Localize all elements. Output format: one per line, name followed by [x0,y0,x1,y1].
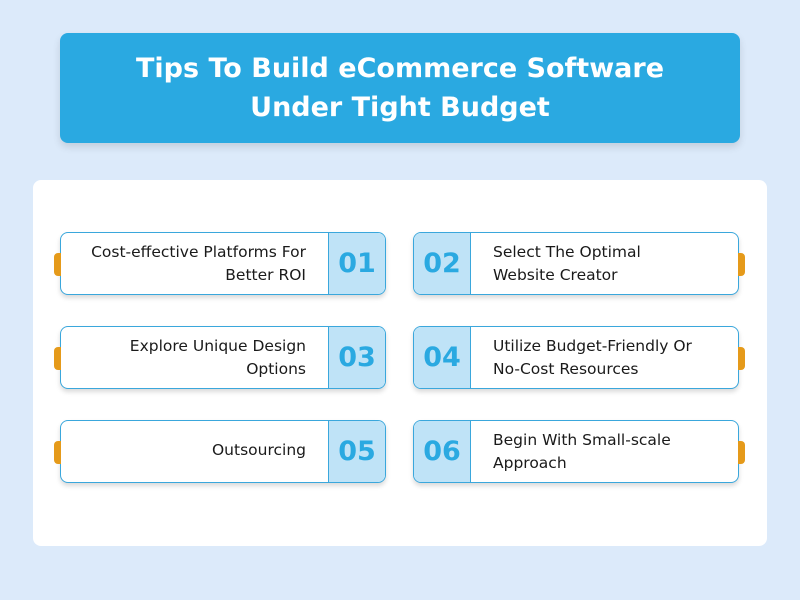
tab-marker [54,253,61,276]
tab-marker [54,441,61,464]
tip-text: Begin With Small-scale Approach [493,430,671,472]
tip-number: 05 [328,421,385,482]
tip-number: 04 [414,327,471,388]
tip-card-04: 04 Utilize Budget-Friendly Or No-Cost Re… [413,326,745,389]
tip-number: 06 [414,421,471,482]
tip-card-01: Cost-effective Platforms For Better ROI … [54,232,386,295]
tip-card-06: 06 Begin With Small-scale Approach [413,420,745,483]
tip-card-02: 02 Select The Optimal Website Creator [413,232,745,295]
tip-text: Outsourcing [211,441,306,459]
tip-text: Utilize Budget-Friendly Or No-Cost Resou… [493,336,692,378]
tip-text: Explore Unique Design Options [129,336,306,378]
page-title: Tips To Build eCommerce Software Under T… [60,33,740,143]
tip-card-05: Outsourcing 05 [54,420,386,483]
tip-number: 02 [414,233,471,294]
tab-marker [54,347,61,370]
tab-marker [738,441,745,464]
tip-card-03: Explore Unique Design Options 03 [54,326,386,389]
tip-number: 01 [328,233,385,294]
tab-marker [738,347,745,370]
tip-number: 03 [328,327,385,388]
tab-marker [738,253,745,276]
tip-text: Cost-effective Platforms For Better ROI [91,242,306,284]
tip-text: Select The Optimal Website Creator [493,242,641,284]
